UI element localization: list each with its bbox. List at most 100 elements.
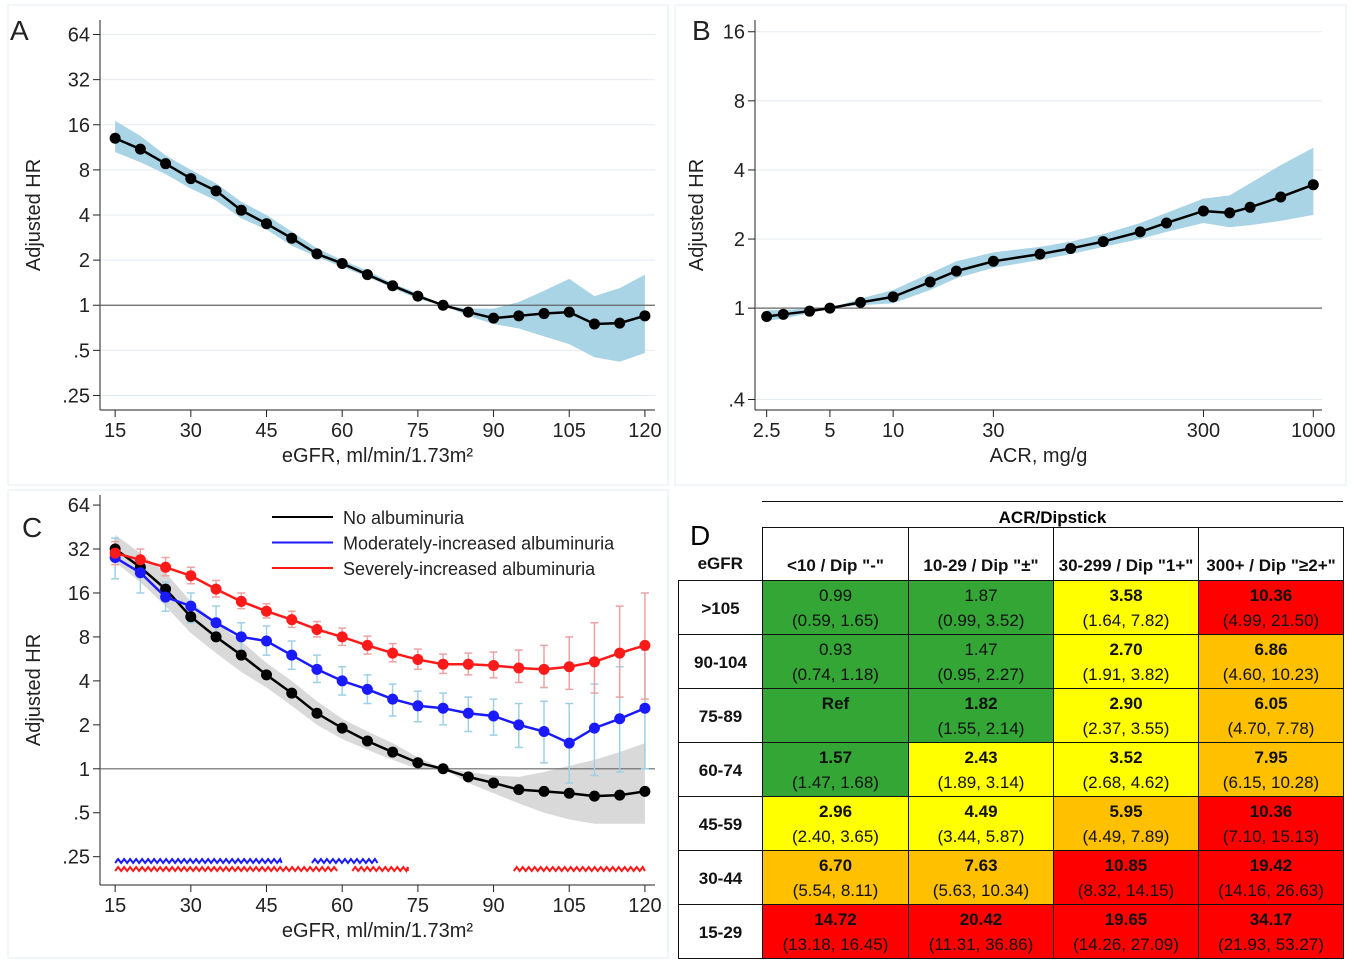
hr-cell: 2.96 (2.40, 3.65) (762, 796, 909, 851)
table-row: >105 0.99 (0.59, 1.65) 1.87 (0.99, 3.52) 3.58… (678, 580, 1344, 635)
x-tick-label: 105 (553, 895, 586, 917)
point (210, 617, 222, 629)
hr-value: 3.58 (1109, 586, 1143, 605)
point (462, 658, 474, 670)
point (987, 255, 999, 267)
hr-ci: (2.40, 3.65) (792, 827, 879, 846)
y-tick-label: 64 (68, 495, 90, 517)
point (361, 269, 373, 281)
hr-cell: 10.36 (4.99, 21.50) (1198, 580, 1344, 635)
point (488, 777, 500, 789)
y-axis-label: Adjusted HR (23, 634, 45, 746)
point (924, 276, 936, 288)
point (109, 132, 121, 144)
y-axis-label: Adjusted HR (23, 159, 45, 271)
x-tick-label: 30 (982, 420, 1004, 442)
point (286, 687, 298, 699)
significance-marks (351, 865, 409, 874)
point (134, 143, 146, 155)
y-tick-label: 2 (734, 229, 745, 251)
hr-ci: (5.54, 8.11) (792, 881, 879, 900)
y-tick-label: 1 (79, 759, 90, 781)
hr-value: 14.72 (814, 910, 857, 929)
hr-cell: 1.87 (0.99, 3.52) (908, 580, 1054, 635)
row-header: 15-29 (678, 904, 763, 959)
point (563, 661, 575, 673)
x-tick-label: 90 (482, 420, 504, 442)
point (387, 647, 399, 659)
hr-cell: 6.86 (4.60, 10.23) (1198, 634, 1344, 689)
point (412, 654, 424, 666)
series-line (114, 137, 646, 326)
hr-cell: 20.42 (11.31, 36.86) (908, 904, 1054, 959)
point (235, 595, 247, 607)
point (538, 308, 550, 320)
table-row: 30-44 6.70 (5.54, 8.11) 7.63 (5.63, 10.34) 10… (678, 850, 1344, 905)
y-tick-label: 2 (79, 250, 90, 272)
point (361, 683, 373, 695)
point (614, 317, 626, 329)
point (639, 702, 651, 714)
hr-ci: (0.74, 1.18) (792, 665, 879, 684)
hr-cell: 3.52 (2.68, 4.62) (1053, 742, 1199, 797)
point (361, 639, 373, 651)
y-tick-label: 16 (68, 583, 90, 605)
hr-cell: 10.36 (7.10, 15.13) (1198, 796, 1344, 851)
hr-value: 10.36 (1249, 802, 1293, 821)
hr-cell: 7.95 (6.15, 10.28) (1198, 742, 1344, 797)
ci-band (115, 120, 645, 362)
legend-label: No albuminuria (343, 508, 465, 528)
hr-value: 19.65 (1104, 910, 1148, 929)
table-row: 90-104 0.93 (0.74, 1.18) 1.47 (0.95, 2.27) 2.… (678, 634, 1344, 689)
x-tick-label: 60 (331, 420, 353, 442)
x-tick-label: 120 (628, 895, 661, 917)
point (210, 631, 222, 643)
point (614, 713, 626, 725)
point (1275, 191, 1287, 203)
hr-ci: (4.99, 21.50) (1222, 611, 1320, 630)
point (134, 554, 146, 566)
hr-value: 6.86 (1254, 640, 1288, 659)
y-axis-label: Adjusted HR (686, 159, 708, 271)
x-tick-label: 5 (824, 420, 835, 442)
point (563, 787, 575, 799)
hr-value: 2.90 (1109, 694, 1143, 713)
point (286, 614, 298, 626)
significance-marks (114, 865, 338, 873)
x-tick-label: 45 (255, 420, 277, 442)
point (1224, 207, 1236, 219)
point (639, 639, 651, 651)
y-tick-label: 8 (79, 627, 90, 649)
point (160, 591, 172, 603)
x-axis-label: ACR, mg/g (990, 445, 1088, 467)
hr-ci: (4.49, 7.89) (1082, 827, 1170, 846)
row-header: 60-74 (678, 742, 763, 797)
point (387, 693, 399, 705)
point (235, 631, 247, 643)
hr-cell: 14.72 (13.18, 16.45) (762, 904, 909, 959)
y-tick-label: .5 (73, 340, 90, 362)
series-line (114, 551, 646, 671)
point (437, 299, 449, 311)
hr-ci: (0.99, 3.52) (937, 611, 1025, 630)
hr-ci: (1.55, 2.14) (937, 719, 1025, 738)
table-row: 45-59 2.96 (2.40, 3.65) 4.49 (3.44, 5.87) 5.9… (678, 796, 1344, 851)
hr-ci: (1.64, 7.82) (1082, 611, 1170, 630)
point (563, 737, 575, 749)
ci-band (766, 147, 1314, 321)
point (488, 710, 500, 722)
series-line (114, 548, 646, 798)
hr-ci: (3.44, 5.87) (937, 827, 1025, 846)
hr-value: 1.47 (964, 640, 998, 659)
y-tick-label: .5 (73, 803, 90, 825)
point (210, 583, 222, 595)
point (855, 296, 867, 308)
point (488, 312, 500, 324)
point (488, 659, 500, 671)
point (1034, 248, 1046, 260)
point (1307, 179, 1319, 191)
hr-cell: 1.82 (1.55, 2.14) (908, 688, 1054, 743)
point (336, 722, 348, 734)
